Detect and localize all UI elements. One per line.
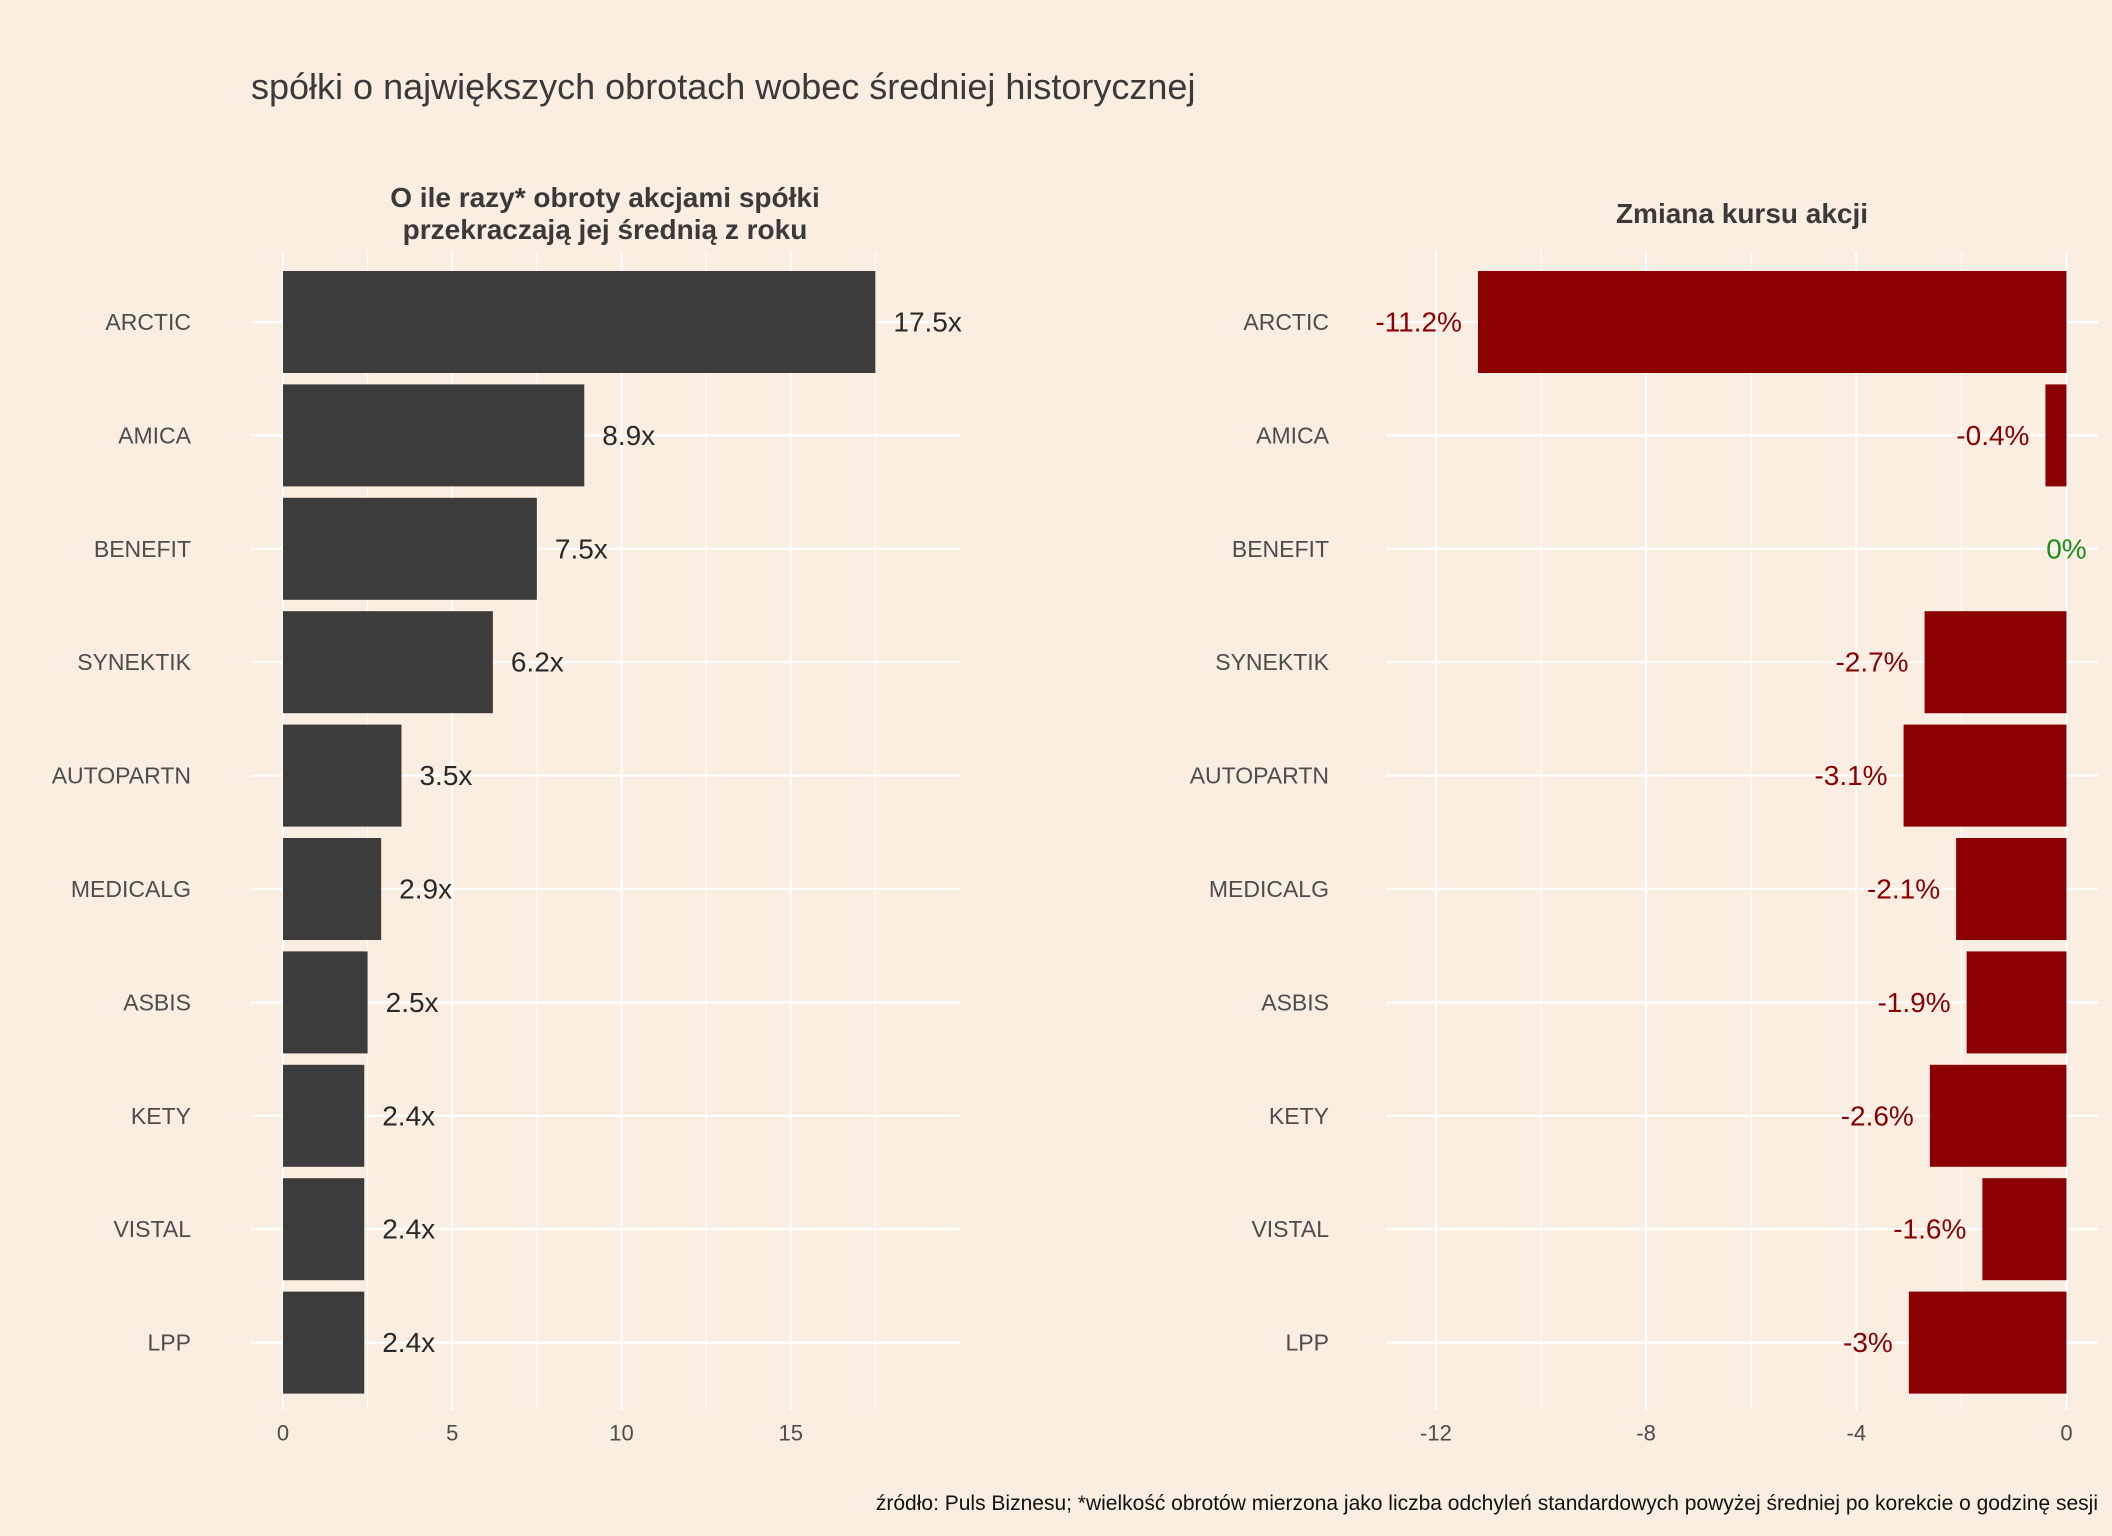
right-bar-vistal (1982, 1178, 2067, 1281)
left-x-tick-label-10: 10 (609, 1421, 633, 1446)
right-bar-amica (2045, 384, 2067, 487)
left-bar-arctic (283, 271, 876, 373)
right-bar-arctic (1477, 271, 2067, 373)
right-data-label-benefit: 0% (2046, 533, 2086, 564)
left-data-label-asbis: 2.5x (386, 987, 439, 1018)
right-bar-lpp (1908, 1291, 2067, 1394)
left-category-label-vistal: VISTAL (113, 1216, 191, 1242)
left-x-tick-label-0: 0 (277, 1421, 289, 1446)
right-bar-autopartn (1903, 724, 2067, 827)
right-data-label-arctic: -11.2% (1375, 307, 1462, 338)
left-panel-title-line-1: O ile razy* obroty akcjami spółki (390, 182, 820, 213)
right-category-label-asbis: ASBIS (1261, 989, 1329, 1015)
left-data-label-arctic: 17.5x (893, 307, 962, 338)
left-category-label-lpp: LPP (148, 1330, 191, 1356)
left-category-label-amica: AMICA (118, 422, 192, 448)
right-data-label-synektik: -2.7% (1835, 647, 1908, 678)
right-category-label-kety: KETY (1269, 1103, 1329, 1129)
left-bar-autopartn (283, 724, 402, 827)
left-data-label-synektik: 6.2x (511, 647, 564, 678)
left-panel-title-line-2: przekraczają jej średnią z roku (402, 214, 808, 245)
left-bar-asbis (283, 951, 368, 1054)
left-category-label-synektik: SYNEKTIK (77, 649, 191, 675)
right-data-label-autopartn: -3.1% (1814, 760, 1887, 791)
right-category-label-synektik: SYNEKTIK (1215, 649, 1329, 675)
right-category-label-benefit: BENEFIT (1232, 536, 1329, 562)
left-bar-synektik (283, 611, 493, 714)
left-data-label-kety: 2.4x (382, 1100, 435, 1131)
right-category-label-arctic: ARCTIC (1243, 309, 1329, 335)
right-bar-kety (1929, 1064, 2067, 1167)
right-data-label-kety: -2.6% (1841, 1100, 1914, 1131)
left-data-label-benefit: 7.5x (555, 533, 608, 564)
right-panel: ARCTIC -11.2% AMICA -0.4% BENEFIT 0% SYNEKTIK -… (1190, 252, 2098, 1446)
left-bar-lpp (283, 1291, 365, 1394)
left-data-label-autopartn: 3.5x (419, 760, 472, 791)
right-category-label-autopartn: AUTOPARTN (1190, 763, 1329, 789)
left-bar-benefit (283, 497, 537, 600)
left-x-tick-label-5: 5 (446, 1421, 458, 1446)
right-x-tick-label-minus-4: -4 (1847, 1421, 1867, 1446)
right-category-label-medicalg: MEDICALG (1209, 876, 1329, 902)
right-data-label-vistal: -1.6% (1893, 1214, 1966, 1245)
right-x-tick-label-minus-8: -8 (1636, 1421, 1656, 1446)
left-category-label-asbis: ASBIS (123, 989, 191, 1015)
left-category-label-autopartn: AUTOPARTN (52, 763, 191, 789)
left-bar-vistal (283, 1178, 365, 1281)
left-panel-title: O ile razy* obroty akcjami spółki przekr… (283, 182, 927, 246)
right-category-label-lpp: LPP (1286, 1330, 1329, 1356)
right-data-label-asbis: -1.9% (1877, 987, 1950, 1018)
left-bar-medicalg (283, 838, 382, 940)
right-bar-synektik (1924, 611, 2067, 714)
source-caption: źródło: Puls Biznesu; *wielkość obrotów … (875, 1492, 2098, 1515)
right-bar-asbis (1966, 951, 2067, 1054)
chart-main-title: spółki o największych obrotach wobec śre… (251, 66, 1196, 107)
right-panel-title: Zmiana kursu akcji (1615, 198, 1869, 229)
left-data-label-lpp: 2.4x (382, 1327, 435, 1358)
right-data-label-lpp: -3% (1843, 1327, 1893, 1358)
left-category-label-medicalg: MEDICALG (71, 876, 191, 902)
left-category-label-benefit: BENEFIT (94, 536, 191, 562)
left-data-label-amica: 8.9x (602, 420, 655, 451)
left-category-label-arctic: ARCTIC (105, 309, 191, 335)
left-category-label-kety: KETY (131, 1103, 191, 1129)
right-x-tick-label-0: 0 (2060, 1421, 2072, 1446)
left-x-tick-label-15: 15 (779, 1421, 803, 1446)
left-panel: ARCTIC 17.5x AMICA 8.9x BENEFIT 7.5x SYNEKTIK 6… (52, 252, 962, 1446)
left-bar-kety (283, 1064, 365, 1167)
right-bar-medicalg (1956, 838, 2067, 940)
right-category-label-amica: AMICA (1256, 422, 1330, 448)
left-data-label-medicalg: 2.9x (399, 874, 452, 905)
right-x-tick-label-minus-12: -12 (1420, 1421, 1452, 1446)
right-category-label-vistal: VISTAL (1251, 1216, 1329, 1242)
right-data-label-amica: -0.4% (1956, 420, 2029, 451)
left-data-label-vistal: 2.4x (382, 1214, 435, 1245)
left-bar-amica (283, 384, 585, 487)
right-data-label-medicalg: -2.1% (1867, 874, 1940, 905)
